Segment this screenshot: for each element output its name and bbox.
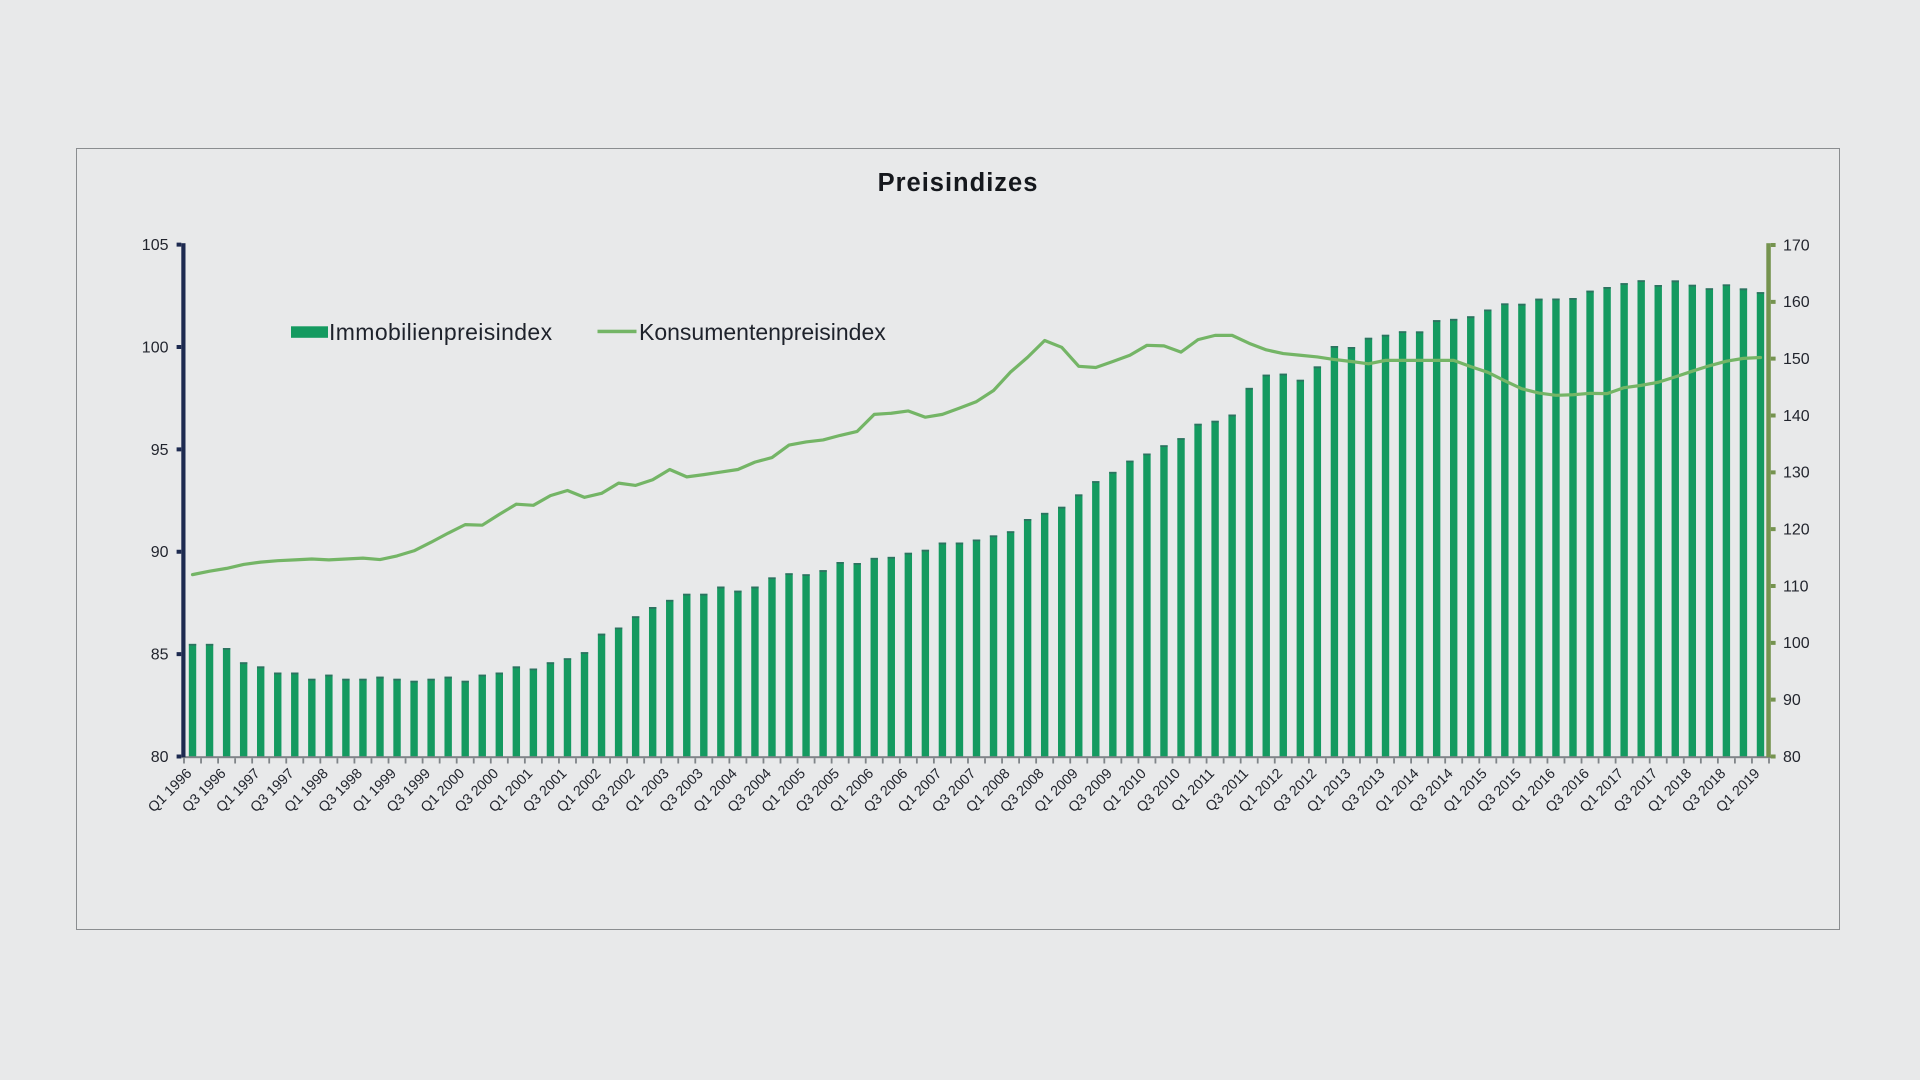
svg-text:Immobilienpreisindex: Immobilienpreisindex — [329, 319, 553, 345]
svg-text:120: 120 — [1783, 522, 1810, 539]
svg-text:100: 100 — [142, 339, 169, 356]
svg-text:Konsumentenpreisindex: Konsumentenpreisindex — [639, 319, 886, 345]
svg-text:130: 130 — [1783, 465, 1810, 482]
svg-text:85: 85 — [151, 647, 169, 664]
svg-text:80: 80 — [1783, 749, 1801, 766]
svg-text:150: 150 — [1783, 351, 1810, 368]
svg-text:140: 140 — [1783, 408, 1810, 425]
svg-text:95: 95 — [151, 442, 169, 459]
svg-text:160: 160 — [1783, 294, 1810, 311]
svg-text:Preisindizes: Preisindizes — [878, 169, 1039, 197]
svg-text:110: 110 — [1783, 578, 1809, 595]
svg-text:100: 100 — [1783, 635, 1810, 652]
svg-text:90: 90 — [1783, 692, 1801, 709]
svg-text:105: 105 — [142, 237, 169, 254]
svg-text:170: 170 — [1783, 237, 1810, 254]
svg-text:80: 80 — [151, 749, 169, 766]
svg-text:90: 90 — [151, 544, 169, 561]
